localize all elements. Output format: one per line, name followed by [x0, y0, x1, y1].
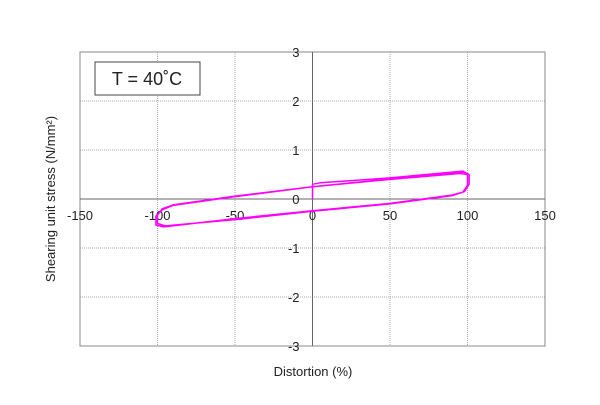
- x-tick-label: 100: [457, 208, 479, 223]
- y-tick-label: 3: [292, 45, 299, 60]
- series-line: [155, 170, 470, 228]
- x-tick-label: -150: [67, 208, 93, 223]
- y-tick-label: -2: [288, 290, 300, 305]
- x-tick-label: 0: [309, 208, 316, 223]
- y-tick-label: 0: [292, 192, 299, 207]
- annotation-text: T = 40˚C: [112, 69, 182, 89]
- y-tick-label: 1: [292, 143, 299, 158]
- x-tick-label: 150: [534, 208, 556, 223]
- x-axis-label: Distortion (%): [274, 364, 353, 379]
- x-tick-label: 50: [383, 208, 397, 223]
- y-tick-label: -1: [288, 241, 300, 256]
- y-axis-label: Shearing unit stress (N/mm²): [43, 116, 58, 282]
- y-tick-label: -3: [288, 339, 300, 354]
- y-tick-label: 2: [292, 94, 299, 109]
- annotation-box: T = 40˚C: [94, 61, 201, 96]
- series: [155, 170, 470, 228]
